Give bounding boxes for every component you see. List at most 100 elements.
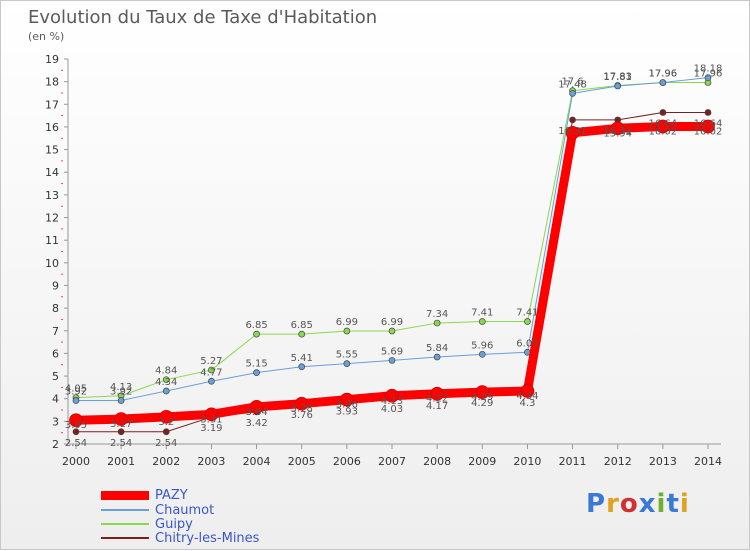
- y-tick-label: 6: [52, 347, 59, 360]
- series-point: [388, 357, 396, 364]
- data-label: 3.2: [158, 417, 174, 428]
- data-label: 4.77: [200, 367, 222, 378]
- x-tick-label: 2013: [649, 455, 677, 468]
- logo-letter: i: [656, 489, 667, 519]
- series-point: [340, 392, 354, 407]
- series-point: [430, 386, 444, 401]
- data-label: 7.41: [516, 307, 538, 318]
- series-point: [249, 400, 264, 414]
- legend-item-pazy: PAZY: [101, 488, 188, 503]
- data-label: 5.41: [291, 353, 313, 364]
- x-tick-label: 2011: [559, 455, 587, 468]
- series-point: [343, 327, 351, 335]
- data-label: 2.54: [65, 438, 87, 449]
- series-point: [614, 82, 622, 90]
- data-label: 15.94: [603, 128, 632, 139]
- series-point: [162, 428, 170, 436]
- series-point: [704, 74, 712, 81]
- data-label: 3.76: [291, 410, 313, 421]
- y-tick-label: 4: [52, 393, 59, 406]
- data-label: 6.05: [516, 338, 538, 349]
- legend-swatch-chaumot: [101, 509, 149, 511]
- series-point: [114, 412, 128, 426]
- legend-item-chitry: Chitry-les-Mines: [101, 530, 260, 546]
- data-label: 3.19: [200, 423, 222, 434]
- legend-swatch-pazy: [101, 490, 149, 500]
- data-label: 6.85: [291, 320, 313, 331]
- logo-letter: t: [666, 489, 680, 519]
- series-point: [253, 330, 260, 338]
- series-point: [162, 376, 170, 384]
- data-label: 3.42: [245, 418, 267, 429]
- x-tick-label: 2005: [288, 455, 316, 468]
- y-tick-label: 10: [45, 257, 59, 270]
- series-point: [701, 119, 715, 134]
- series-point: [656, 119, 670, 134]
- data-label: 3.93: [336, 406, 358, 417]
- x-tick-label: 2007: [378, 455, 406, 468]
- series-layer: [69, 74, 715, 436]
- series-point: [385, 388, 399, 403]
- y-tick-label: 5: [52, 370, 59, 383]
- series-point: [565, 125, 580, 140]
- data-label: 16.02: [649, 126, 678, 137]
- legend-swatch-chitry: [101, 537, 149, 539]
- data-label: 5.69: [381, 346, 403, 357]
- logo-letter: r: [606, 489, 620, 519]
- data-label: 18.18: [694, 64, 723, 75]
- x-tick-label: 2003: [197, 455, 225, 468]
- x-tick-label: 2014: [694, 455, 722, 468]
- series-point: [569, 116, 576, 124]
- data-label: 4.17: [426, 401, 448, 412]
- series-point: [117, 428, 125, 436]
- data-label: 4.13: [381, 396, 403, 407]
- series-point: [569, 90, 576, 97]
- data-label: 3.78: [291, 404, 313, 415]
- x-tick-label: 2004: [243, 455, 271, 468]
- series-point: [520, 384, 535, 398]
- data-label: 3.92: [110, 387, 132, 398]
- unit-label: (en %): [28, 30, 65, 43]
- data-label: 16.64: [649, 118, 678, 129]
- series-point: [388, 327, 396, 335]
- series-point: [208, 366, 215, 374]
- y-tick-label: 18: [45, 76, 59, 89]
- series-point: [208, 377, 215, 385]
- data-labels-layer: 3.05 3.17 3.2 3.313.64 3.78 3.96 4.13 4.22 4.29 4…: [65, 64, 722, 449]
- data-label: 5.84: [426, 343, 448, 354]
- series-point: [298, 330, 306, 338]
- proxiti-logo: Proxiti: [586, 489, 690, 519]
- data-label: 16.31: [558, 126, 587, 137]
- data-label: 4.29: [471, 392, 493, 403]
- data-label: 3.31: [200, 414, 222, 425]
- series-point: [343, 360, 351, 367]
- x-axis: 2000 2001 2002 2003 2004 2005 2006 2007 2008 2009…: [62, 444, 722, 468]
- legend-label-guipy: Guipy: [155, 516, 193, 532]
- x-tick-label: 2002: [152, 455, 180, 468]
- y-tick-label: 14: [45, 166, 59, 179]
- data-label: 3.17: [110, 419, 132, 430]
- legend-label-chitry: Chitry-les-Mines: [155, 530, 260, 546]
- series-point: [69, 413, 83, 428]
- series-point: [294, 396, 309, 411]
- data-label: 16.64: [694, 118, 723, 129]
- series-point: [253, 369, 260, 377]
- y-tick-label: 2: [52, 438, 59, 451]
- y-tick-label: 17: [45, 98, 59, 111]
- x-tick-label: 2006: [333, 455, 361, 468]
- y-axis: 2 3 4 5 6 7 8 9 10 11 12 13 14 15 16 17 18 19: [45, 53, 68, 451]
- data-label: 4.22: [426, 394, 448, 405]
- legend-item-chaumot: Chaumot: [101, 502, 215, 518]
- data-label: 4.34: [516, 391, 538, 402]
- legend-label-chaumot: Chaumot: [155, 502, 215, 518]
- series-point: [524, 318, 531, 325]
- x-tick-label: 2009: [468, 455, 496, 468]
- y-tick-label: 3: [52, 415, 59, 428]
- series-point: [610, 121, 625, 136]
- logo-letter: P: [586, 489, 607, 519]
- x-tick-label: 2012: [604, 455, 632, 468]
- data-label: 6.85: [245, 320, 267, 331]
- y-tick-label: 9: [52, 279, 59, 292]
